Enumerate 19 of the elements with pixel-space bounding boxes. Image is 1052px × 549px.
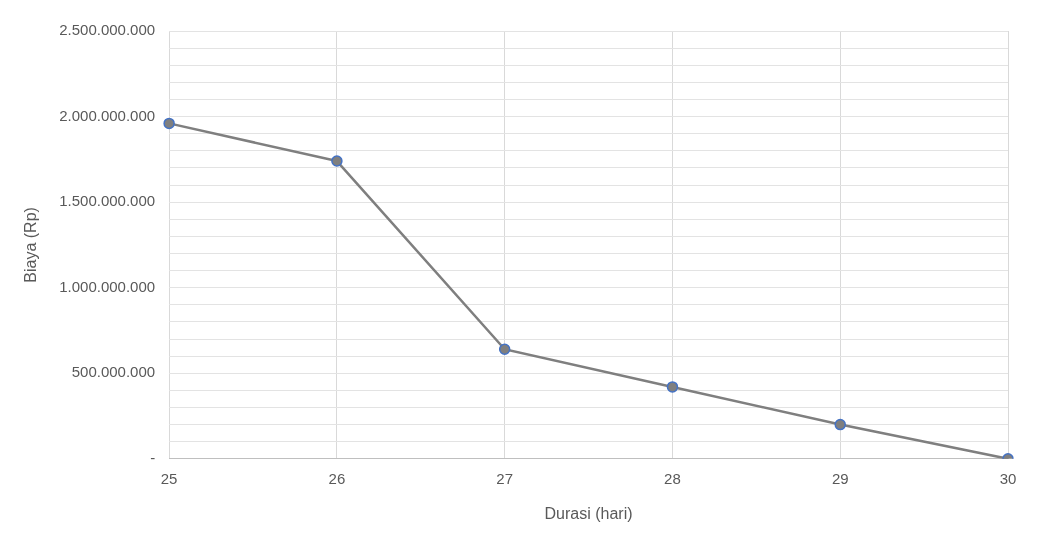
x-tick-label: 29 xyxy=(831,469,849,487)
y-tick-label: 2.500.000.000 xyxy=(59,21,156,39)
point xyxy=(331,155,343,167)
y-tick-label: - xyxy=(150,448,156,466)
x-tick-label: 30 xyxy=(999,469,1017,487)
y-axis-title: Biaya (Rp) xyxy=(22,207,40,283)
x-axis-title: Durasi (hari) xyxy=(544,504,633,522)
x-tick-label: 28 xyxy=(664,469,681,487)
x-tick-label: 27 xyxy=(496,469,514,487)
y-tick-label: 500.000.000 xyxy=(71,363,156,381)
x-tick-label: 26 xyxy=(328,469,346,487)
y-tick-label: 1.000.000.000 xyxy=(59,277,156,295)
point xyxy=(163,117,175,130)
y-tick-label: 2.000.000.000 xyxy=(59,106,156,124)
point xyxy=(666,381,679,393)
y-tick-label: 1.500.000.000 xyxy=(59,192,156,210)
point xyxy=(498,343,511,356)
x-tick-label: 25 xyxy=(160,469,178,487)
point xyxy=(834,418,846,431)
